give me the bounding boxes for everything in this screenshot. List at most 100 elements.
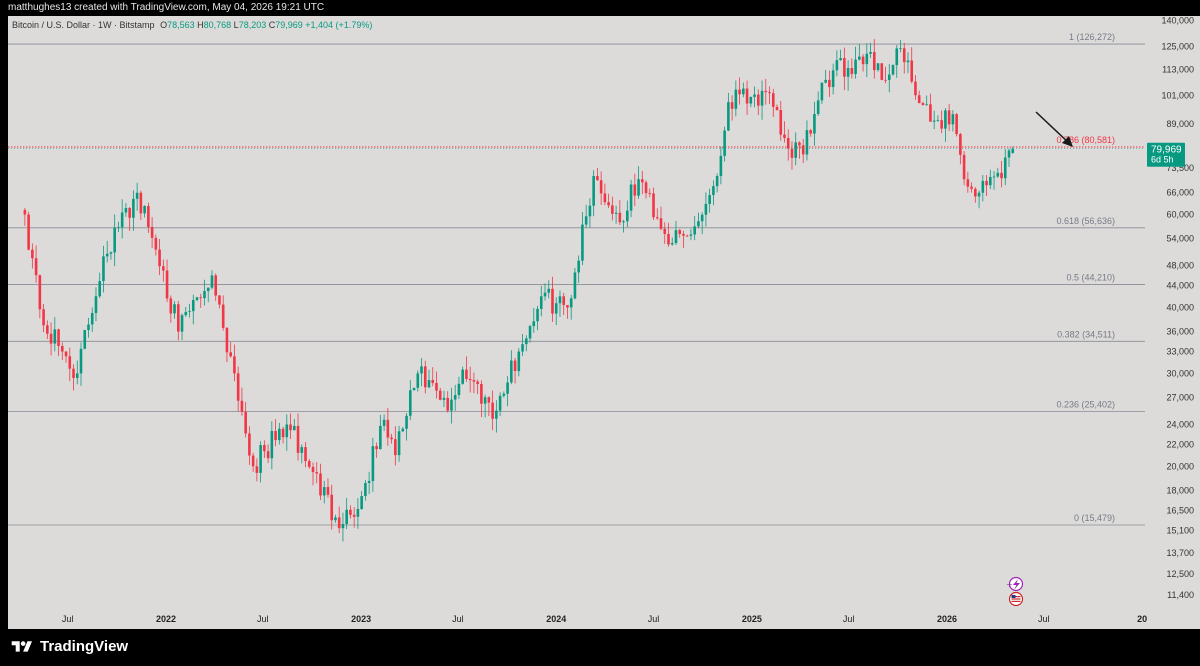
candle	[809, 128, 812, 137]
candle	[83, 329, 87, 350]
candle	[977, 190, 981, 209]
candle	[768, 86, 771, 104]
candle	[655, 208, 659, 220]
candle	[345, 497, 348, 530]
candle	[644, 180, 648, 199]
candle	[974, 187, 977, 203]
candle	[629, 179, 633, 218]
candle	[1000, 160, 1003, 188]
candle	[491, 390, 494, 431]
candle	[756, 89, 760, 116]
candle	[274, 419, 277, 447]
candle	[700, 212, 704, 235]
candle	[569, 294, 573, 320]
candle	[805, 120, 809, 161]
y-axis-labels: 140,000 125,000 113,000 101,000 89,000 73,500…	[1161, 15, 1194, 600]
candle	[536, 305, 539, 331]
candle	[843, 47, 846, 91]
candle	[899, 40, 902, 53]
candle	[955, 112, 958, 137]
candle	[723, 126, 726, 162]
candle	[408, 380, 412, 421]
candle	[551, 276, 554, 322]
candle	[1007, 148, 1011, 167]
candle	[169, 295, 173, 323]
close-value: 79,969	[275, 20, 303, 30]
candle	[966, 171, 970, 193]
candle	[693, 215, 696, 241]
candle	[450, 387, 453, 424]
candle	[858, 43, 861, 61]
candle	[940, 110, 943, 134]
candle	[648, 188, 652, 198]
candle	[779, 100, 783, 141]
candle	[87, 317, 90, 338]
candle	[682, 230, 685, 249]
candle	[674, 220, 678, 246]
candle	[438, 387, 442, 401]
candle	[206, 287, 210, 303]
candle	[57, 328, 60, 357]
candle	[562, 292, 566, 316]
candle	[386, 407, 390, 446]
candle	[184, 307, 188, 317]
candle	[599, 171, 603, 205]
time-axis[interactable]	[8, 609, 1200, 629]
candle	[626, 200, 629, 228]
y-tick-label: 33,000	[1166, 347, 1194, 357]
candle	[596, 167, 599, 181]
y-tick-label: 16,500	[1166, 505, 1194, 515]
fib-label-3: 0.5 (44,210)	[1066, 273, 1115, 283]
candle	[453, 384, 457, 411]
candle	[38, 274, 42, 319]
price-axis[interactable]	[1145, 16, 1200, 609]
candle	[697, 212, 700, 229]
candle	[229, 342, 232, 358]
candle	[401, 427, 405, 433]
candle	[678, 228, 682, 238]
candle	[887, 64, 891, 93]
candle	[405, 413, 408, 441]
candle	[64, 351, 68, 363]
y-tick-label: 113,000	[1162, 65, 1194, 75]
fib-levels-layer: 1 (126,272) 0.786 (80,581) 0.618 (56,636) 0…	[8, 32, 1145, 526]
candle	[300, 444, 304, 464]
candle	[394, 426, 397, 466]
candle	[981, 175, 985, 202]
candle	[947, 104, 951, 131]
candle	[988, 169, 992, 190]
candle	[869, 42, 872, 59]
candle	[801, 138, 805, 164]
candle	[611, 196, 614, 221]
candle	[461, 366, 464, 385]
candle	[165, 259, 169, 303]
candle	[364, 480, 367, 501]
candle	[326, 478, 330, 498]
tradingview-logo[interactable]: TradingView	[10, 638, 128, 655]
candle	[251, 452, 255, 472]
candle	[917, 90, 921, 104]
us-flag-icon[interactable]	[1008, 591, 1024, 607]
candle	[135, 182, 139, 211]
candle	[854, 46, 857, 79]
y-tick-label: 11,400	[1167, 590, 1194, 600]
candle	[120, 199, 124, 239]
candle	[584, 204, 588, 229]
purple-flash-icon[interactable]: +	[1006, 576, 1024, 592]
candle	[139, 190, 143, 220]
candle	[846, 60, 850, 91]
candle	[861, 54, 865, 72]
candle	[322, 480, 326, 504]
candle	[524, 335, 528, 352]
fib-label-4: 0.382 (34,511)	[1057, 329, 1115, 339]
down-right-arrow-icon	[1035, 111, 1073, 147]
candle	[566, 305, 569, 319]
candle	[278, 422, 281, 445]
candle	[255, 458, 259, 482]
candle	[173, 301, 176, 319]
candle	[154, 234, 158, 256]
candle	[203, 279, 206, 306]
candle	[34, 245, 38, 283]
candle	[929, 93, 932, 122]
